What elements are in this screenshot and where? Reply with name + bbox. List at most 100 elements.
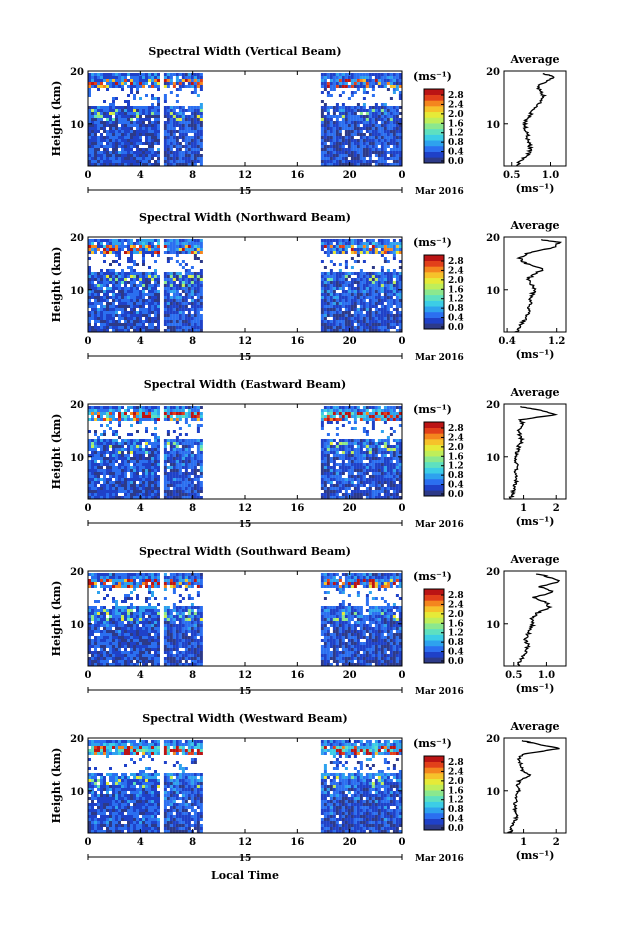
heatmap-cell — [365, 127, 369, 130]
heatmap-cell — [335, 433, 339, 436]
heatmap-cell — [338, 329, 342, 332]
heatmap-cell — [145, 239, 148, 242]
heatmap-cell — [112, 323, 115, 326]
heatmap-cell — [350, 475, 354, 478]
heatmap-cell — [148, 112, 151, 115]
heatmap-cell — [362, 287, 366, 290]
heatmap-cell — [100, 160, 103, 163]
heatmap-cell — [169, 305, 173, 308]
heatmap-cell — [389, 76, 393, 79]
heatmap-cell — [187, 248, 191, 251]
heatmap-cell — [169, 329, 173, 332]
heatmap-cell — [94, 433, 97, 436]
heatmap-cell — [184, 314, 188, 317]
heatmap-cell — [115, 239, 118, 242]
heatmap-cell — [103, 445, 106, 448]
heatmap-cell — [178, 308, 182, 311]
heatmap-cell — [139, 478, 142, 481]
heatmap-cell — [341, 73, 345, 76]
heatmap-cell — [187, 475, 191, 478]
heatmap-cell — [154, 142, 157, 145]
heatmap-cell — [362, 248, 366, 251]
heatmap-cell — [335, 308, 339, 311]
heatmap-cell — [166, 151, 170, 154]
heatmap-cell — [178, 115, 182, 118]
heatmap-cell — [166, 472, 170, 475]
heatmap-cell — [166, 487, 170, 490]
heatmap-cell — [371, 245, 375, 248]
heatmap-cell — [154, 248, 157, 251]
heatmap-cell — [136, 278, 139, 281]
heatmap-cell — [193, 278, 197, 281]
heatmap-cell — [94, 85, 97, 88]
heatmap-cell — [124, 490, 127, 493]
heatmap-cell — [383, 490, 387, 493]
heatmap-cell — [112, 311, 115, 314]
heatmap-cell — [175, 287, 179, 290]
heatmap-cell — [196, 245, 200, 248]
heatmap-cell — [199, 121, 203, 124]
heatmap-cell — [154, 281, 157, 284]
heatmap-cell — [374, 82, 378, 85]
heatmap-cell — [398, 157, 402, 160]
heatmap-cell — [341, 439, 345, 442]
heatmap-cell — [91, 79, 94, 82]
heatmap-cell — [389, 469, 393, 472]
heatmap-cell — [392, 121, 396, 124]
heatmap-cell — [142, 573, 145, 576]
heatmap-cell — [151, 481, 154, 484]
heatmap-cell — [148, 296, 151, 299]
heatmap-cell — [91, 121, 94, 124]
heatmap-cell — [184, 326, 188, 329]
heatmap-cell — [94, 79, 97, 82]
heatmap-cell — [374, 127, 378, 130]
heatmap-cell — [344, 290, 348, 293]
heatmap-cell — [368, 127, 372, 130]
heatmap-cell — [148, 121, 151, 124]
heatmap-cell — [88, 469, 91, 472]
heatmap-cell — [157, 412, 160, 415]
heatmap-cell — [383, 406, 387, 409]
heatmap-cell — [323, 314, 327, 317]
heatmap-cell — [371, 148, 375, 151]
heatmap-cell — [109, 157, 112, 160]
heatmap-cell — [329, 76, 333, 79]
heatmap-cell — [350, 115, 354, 118]
heatmap-cell — [115, 433, 118, 436]
heatmap-cell — [386, 260, 390, 263]
heatmap-cell — [145, 124, 148, 127]
heatmap-cell — [124, 278, 127, 281]
heatmap-cell — [91, 478, 94, 481]
heatmap-cell — [154, 127, 157, 130]
heatmap-cell — [103, 139, 106, 142]
heatmap-cell — [196, 445, 200, 448]
heatmap-cell — [91, 130, 94, 133]
heatmap-cell — [371, 481, 375, 484]
heatmap-cell — [359, 106, 363, 109]
heatmap-cell — [148, 475, 151, 478]
heatmap-cell — [100, 451, 103, 454]
heatmap-cell — [133, 418, 136, 421]
heatmap-cell — [356, 145, 360, 148]
heatmap-cell — [151, 308, 154, 311]
heatmap-cell — [163, 148, 167, 151]
x-tick-label: 20 — [343, 336, 357, 347]
heatmap-cell — [133, 469, 136, 472]
heatmap-cell — [157, 245, 160, 248]
heatmap-cell — [145, 409, 148, 412]
heatmap-cell — [368, 320, 372, 323]
heatmap-cell — [112, 320, 115, 323]
heatmap-cell — [175, 115, 179, 118]
heatmap-cell — [187, 311, 191, 314]
heatmap-cell — [341, 406, 345, 409]
heatmap-cell — [196, 242, 200, 245]
heatmap-cell — [127, 160, 130, 163]
heatmap-cell — [127, 305, 130, 308]
heatmap-cell — [326, 151, 330, 154]
heatmap-cell — [362, 326, 366, 329]
heatmap-cell — [130, 308, 133, 311]
heatmap-cell — [178, 302, 182, 305]
heatmap-cell — [362, 160, 366, 163]
heatmap-cell — [148, 442, 151, 445]
heatmap-cell — [184, 317, 188, 320]
